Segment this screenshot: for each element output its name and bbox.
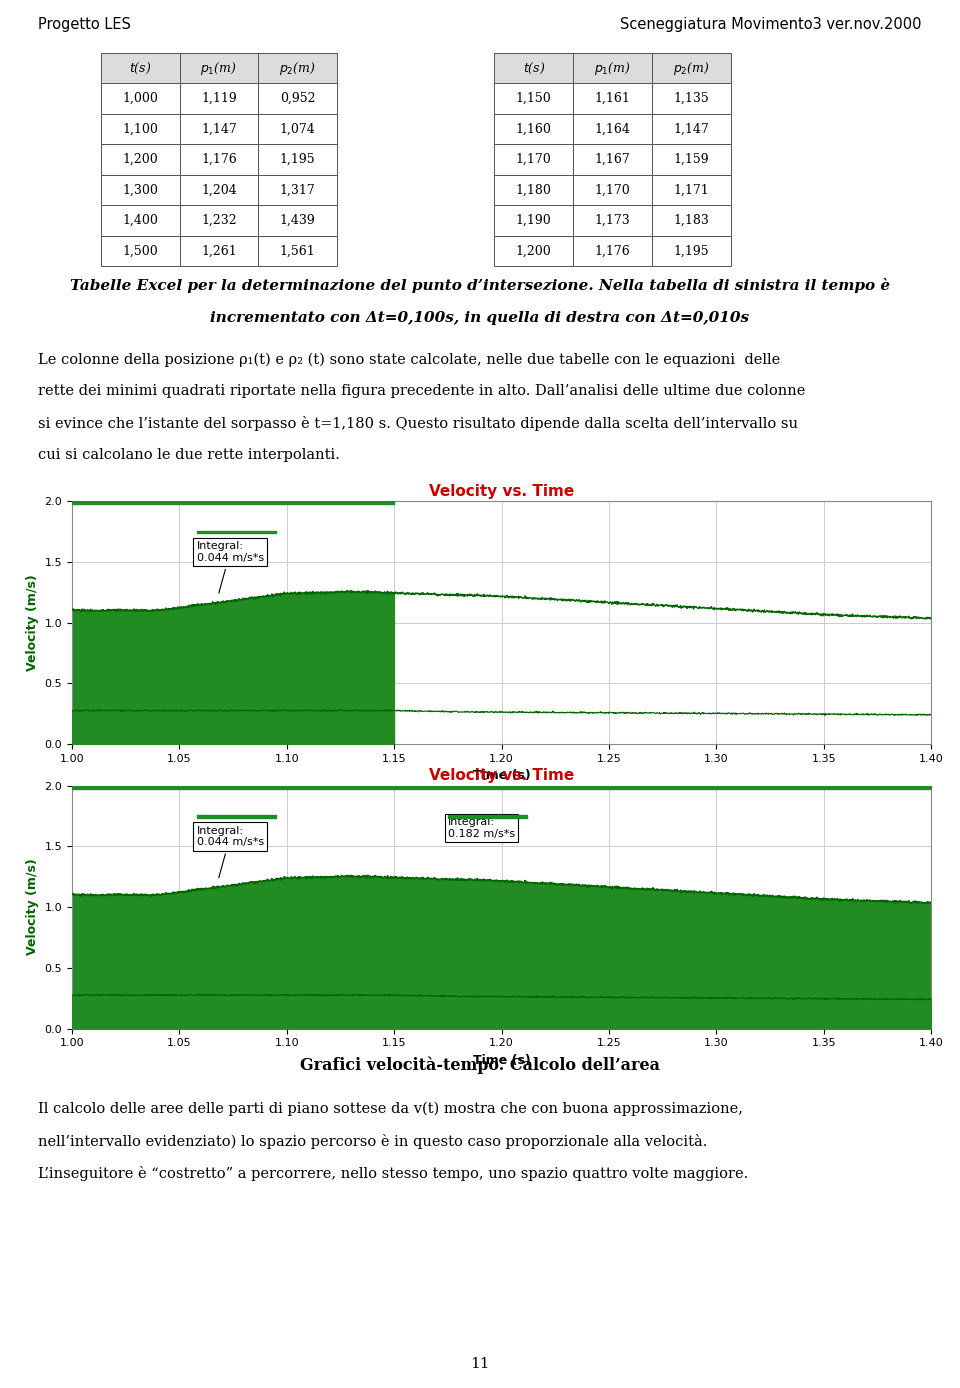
Text: $p_1$(m): $p_1$(m) bbox=[201, 60, 237, 76]
Text: Integral:
0.182 m/s*s: Integral: 0.182 m/s*s bbox=[448, 818, 515, 838]
Text: 1,180: 1,180 bbox=[516, 183, 552, 197]
Text: 1,204: 1,204 bbox=[201, 183, 237, 197]
Text: 1,147: 1,147 bbox=[673, 122, 709, 136]
Text: rette dei minimi quadrati riportate nella figura precedente in alto. Dall’analis: rette dei minimi quadrati riportate nell… bbox=[38, 384, 805, 398]
Text: 1,183: 1,183 bbox=[673, 214, 709, 228]
Text: 1,150: 1,150 bbox=[516, 92, 552, 105]
Text: 1,200: 1,200 bbox=[122, 153, 158, 167]
Text: 1,439: 1,439 bbox=[279, 214, 316, 228]
Text: si evince che l’istante del sorpasso è t=1,180 s. Questo risultato dipende dalla: si evince che l’istante del sorpasso è t… bbox=[38, 416, 799, 432]
Text: 1,164: 1,164 bbox=[594, 122, 631, 136]
Text: $p_2$(m): $p_2$(m) bbox=[673, 60, 709, 76]
Text: Le colonne della posizione ρ₁(t) e ρ₂ (t) sono state calcolate, nelle due tabell: Le colonne della posizione ρ₁(t) e ρ₂ (t… bbox=[38, 353, 780, 366]
Text: 1,167: 1,167 bbox=[594, 153, 631, 167]
Text: nell’intervallo evidenziato) lo spazio percorso è in questo caso proporzionale a: nell’intervallo evidenziato) lo spazio p… bbox=[38, 1134, 708, 1149]
Text: Progetto LES: Progetto LES bbox=[38, 17, 132, 32]
Text: $p_1$(m): $p_1$(m) bbox=[594, 60, 631, 76]
Text: 1,170: 1,170 bbox=[516, 153, 552, 167]
Text: 1,147: 1,147 bbox=[201, 122, 237, 136]
Text: Grafici velocità-tempo. Calcolo dell’area: Grafici velocità-tempo. Calcolo dell’are… bbox=[300, 1056, 660, 1074]
Text: 1,100: 1,100 bbox=[122, 122, 158, 136]
Text: 1,159: 1,159 bbox=[673, 153, 709, 167]
Text: 1,200: 1,200 bbox=[516, 244, 552, 258]
Text: 1,300: 1,300 bbox=[122, 183, 158, 197]
Text: Integral:
0.044 m/s*s: Integral: 0.044 m/s*s bbox=[197, 541, 264, 593]
Y-axis label: Velocity (m/s): Velocity (m/s) bbox=[26, 575, 39, 670]
Text: 1,261: 1,261 bbox=[201, 244, 237, 258]
Text: 1,195: 1,195 bbox=[279, 153, 316, 167]
Text: 1,176: 1,176 bbox=[594, 244, 631, 258]
Text: 1,173: 1,173 bbox=[594, 214, 631, 228]
Text: 1,190: 1,190 bbox=[516, 214, 552, 228]
Text: 0,952: 0,952 bbox=[280, 92, 315, 105]
Text: 1,000: 1,000 bbox=[122, 92, 158, 105]
Text: 1,317: 1,317 bbox=[279, 183, 316, 197]
Text: 1,160: 1,160 bbox=[516, 122, 552, 136]
Text: 1,119: 1,119 bbox=[201, 92, 237, 105]
Text: Integral:
0.044 m/s*s: Integral: 0.044 m/s*s bbox=[197, 826, 264, 877]
Text: Sceneggiatura Movimento3 ver.nov.2000: Sceneggiatura Movimento3 ver.nov.2000 bbox=[620, 17, 922, 32]
Y-axis label: Velocity (m/s): Velocity (m/s) bbox=[26, 859, 39, 955]
Text: 1,161: 1,161 bbox=[594, 92, 631, 105]
X-axis label: Time (s): Time (s) bbox=[472, 769, 531, 783]
Text: 1,135: 1,135 bbox=[673, 92, 709, 105]
Text: 1,170: 1,170 bbox=[594, 183, 631, 197]
Title: Velocity vs. Time: Velocity vs. Time bbox=[429, 768, 574, 783]
Text: 1,232: 1,232 bbox=[201, 214, 237, 228]
Text: 1,561: 1,561 bbox=[279, 244, 316, 258]
Text: Il calcolo delle aree delle parti di piano sottese da v(t) mostra che con buona : Il calcolo delle aree delle parti di pia… bbox=[38, 1102, 743, 1116]
Text: 11: 11 bbox=[470, 1357, 490, 1371]
Text: incrementato con Δt=0,100s, in quella di destra con Δt=0,010s: incrementato con Δt=0,100s, in quella di… bbox=[210, 311, 750, 325]
Text: 1,171: 1,171 bbox=[673, 183, 709, 197]
Text: 1,195: 1,195 bbox=[673, 244, 709, 258]
Text: L’inseguitore è “costretto” a percorrere, nello stesso tempo, uno spazio quattro: L’inseguitore è “costretto” a percorrere… bbox=[38, 1166, 749, 1181]
Text: $p_2$(m): $p_2$(m) bbox=[279, 60, 316, 76]
Text: $t$(s): $t$(s) bbox=[129, 61, 152, 75]
Text: 1,400: 1,400 bbox=[122, 214, 158, 228]
Text: cui si calcolano le due rette interpolanti.: cui si calcolano le due rette interpolan… bbox=[38, 448, 340, 462]
Text: 1,500: 1,500 bbox=[122, 244, 158, 258]
Text: 1,176: 1,176 bbox=[201, 153, 237, 167]
Text: Tabelle Excel per la determinazione del punto d’intersezione. Nella tabella di s: Tabelle Excel per la determinazione del … bbox=[70, 278, 890, 293]
Text: $t$(s): $t$(s) bbox=[522, 61, 545, 75]
X-axis label: Time (s): Time (s) bbox=[472, 1053, 531, 1067]
Title: Velocity vs. Time: Velocity vs. Time bbox=[429, 483, 574, 498]
Text: 1,074: 1,074 bbox=[279, 122, 316, 136]
